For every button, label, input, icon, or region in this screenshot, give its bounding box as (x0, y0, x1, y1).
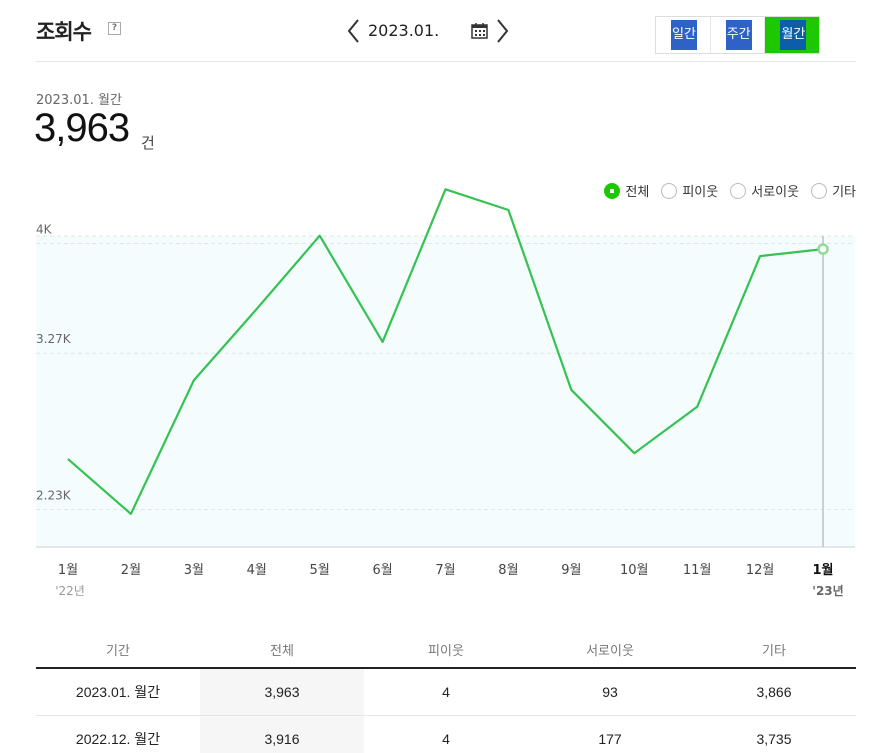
y-tick-label: 3.27K (36, 332, 72, 346)
radio-etc[interactable] (811, 182, 828, 199)
x-tick-label: 7월 (435, 563, 455, 578)
table-cell: 93 (602, 684, 618, 700)
x-tick-label: 10월 (620, 563, 649, 578)
column-header: 기타 (762, 644, 786, 659)
chevron-right-icon[interactable] (494, 18, 510, 44)
legend-label-neighbor: 피이웃 (682, 185, 719, 200)
period-weekly-button[interactable]: 주간 (710, 17, 766, 53)
table-cell: 3,916 (200, 716, 364, 753)
calendar-icon[interactable] (471, 22, 488, 39)
stats-table: 기간 전체 피이웃 서로이웃 기타 2023.01. 월간 3,963 4 93… (36, 633, 856, 753)
year-label: '22년 (55, 584, 85, 598)
table-row: 2023.01. 월간 3,963 4 93 3,866 (36, 669, 856, 716)
table-cell: 3,735 (756, 731, 792, 747)
legend-item-neighbor[interactable]: 피이웃 (661, 181, 718, 200)
x-tick-label: 9월 (561, 563, 581, 578)
x-tick-label: 2월 (121, 563, 141, 578)
table-cell: 3,963 (200, 669, 364, 715)
series-line (67, 188, 824, 516)
y-tick-label: 2.23K (36, 488, 72, 502)
y-tick-label: 4K (36, 223, 53, 237)
table-header: 기간 전체 피이웃 서로이웃 기타 (36, 633, 856, 669)
x-tick-label: 11월 (683, 563, 712, 578)
chevron-left-icon[interactable] (346, 18, 362, 44)
line-chart: 4K 3.27K 2.23K 1월 2월 3월 4월 5월 6월 7월 8월 9월 10월 11월 12월 1… (36, 188, 855, 598)
header: 조회수 ? (36, 0, 856, 62)
x-tick-label: 5월 (310, 563, 330, 578)
x-tick-label: 1월 (58, 563, 78, 578)
x-tick-label: 3월 (184, 563, 204, 578)
table-cell: 4 (442, 684, 450, 700)
table-cell: 3,866 (756, 684, 792, 700)
x-tick-label: 1월 (812, 562, 833, 578)
plot-area (36, 236, 855, 547)
x-tick-label: 12월 (746, 563, 775, 578)
radio-neighbor[interactable] (661, 182, 678, 199)
table-row: 2022.12. 월간 3,916 4 177 3,735 (36, 716, 856, 753)
table-cell: 4 (442, 731, 450, 747)
period-weekly-label: 주간 (725, 20, 752, 50)
page-title: 조회수 (36, 20, 92, 44)
period-monthly-button[interactable]: 월간 (765, 17, 820, 53)
radio-mutual[interactable] (730, 182, 747, 199)
summary-unit: 건 (141, 134, 155, 152)
legend: 전체 피이웃 서로이웃 기타 (604, 181, 856, 200)
legend-item-all[interactable]: 전체 (604, 181, 649, 200)
x-tick-label: 4월 (247, 563, 267, 578)
x-tick-label: 6월 (372, 563, 392, 578)
legend-item-etc[interactable]: 기타 (811, 181, 856, 200)
legend-label-mutual: 서로이웃 (751, 185, 800, 200)
summary-period-label: 2023.01. 월간 (36, 93, 122, 108)
table-cell: 2023.01. 월간 (75, 684, 161, 700)
column-header: 전체 (270, 644, 294, 659)
period-daily-button[interactable]: 일간 (656, 17, 711, 53)
legend-label-all: 전체 (625, 185, 650, 200)
table-cell: 2022.12. 월간 (75, 731, 161, 747)
summary-value: 3,963 (34, 106, 130, 150)
table-cell: 177 (598, 731, 622, 747)
column-header: 서로이웃 (586, 644, 634, 659)
column-header: 피이웃 (428, 644, 464, 659)
column-header: 기간 (106, 644, 130, 659)
period-daily-label: 일간 (671, 20, 697, 50)
question-icon[interactable]: ? (108, 22, 121, 35)
year-label: '23년 (812, 584, 843, 598)
x-tick-label: 8월 (498, 563, 518, 578)
radio-all[interactable] (604, 182, 621, 199)
legend-item-mutual[interactable]: 서로이웃 (730, 181, 799, 200)
highlight-point (817, 243, 829, 255)
period-monthly-label: 월간 (780, 20, 807, 50)
period-toggle: 일간 주간 월간 (655, 16, 820, 54)
legend-label-etc: 기타 (832, 185, 856, 200)
current-date: 2023.01. (368, 21, 440, 40)
